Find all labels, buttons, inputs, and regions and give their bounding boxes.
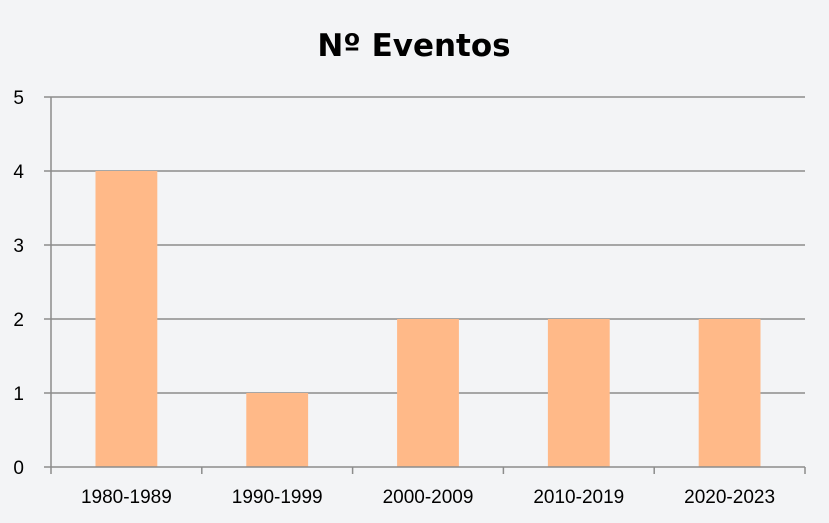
bar xyxy=(547,319,610,467)
y-tick-label: 1 xyxy=(13,384,24,405)
y-tick-label: 5 xyxy=(13,88,24,109)
bars xyxy=(95,171,761,467)
x-tick-labels: 1980-1989 1990-1999 2000-2009 2010-2019 2020… xyxy=(81,487,775,508)
gridlines xyxy=(44,96,805,394)
bar xyxy=(698,319,761,467)
chart-title: Nº Eventos xyxy=(317,28,510,64)
x-tick-label: 2020-2023 xyxy=(684,487,775,508)
y-tick-label: 2 xyxy=(13,310,24,331)
y-tick-label: 4 xyxy=(13,162,24,183)
y-tick-labels: 0 1 2 3 4 5 xyxy=(13,88,24,479)
x-tick-label: 2010-2019 xyxy=(533,487,624,508)
x-tick-label: 1980-1989 xyxy=(81,487,172,508)
y-tick-label: 0 xyxy=(13,458,24,479)
bar xyxy=(246,393,309,467)
x-tick-label: 2000-2009 xyxy=(383,487,474,508)
bar xyxy=(95,171,158,467)
y-tick-label: 3 xyxy=(13,236,24,257)
bar xyxy=(397,319,459,467)
axes xyxy=(44,97,806,474)
x-tick-label: 1990-1999 xyxy=(232,487,323,508)
